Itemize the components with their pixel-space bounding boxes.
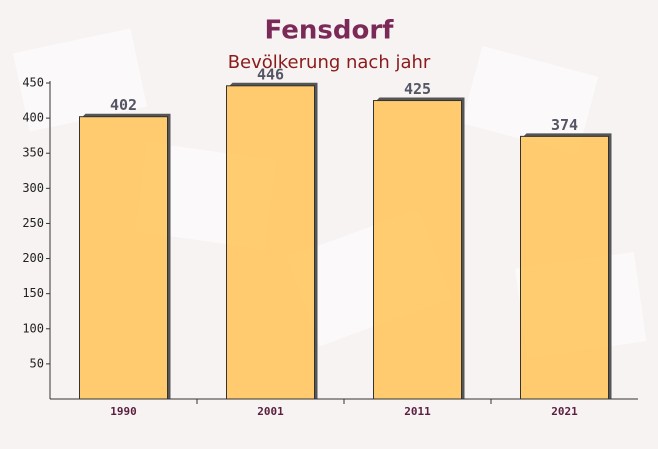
value-label: 425 — [404, 80, 431, 98]
y-tick-label: 450 — [22, 76, 44, 90]
value-label: 402 — [110, 96, 137, 114]
y-tick-label: 200 — [22, 251, 44, 265]
y-tick-label: 350 — [22, 146, 44, 160]
y-tick-label: 400 — [22, 111, 44, 125]
x-tick-label: 2011 — [404, 405, 431, 418]
y-tick-label: 250 — [22, 216, 44, 230]
x-tick-label: 2021 — [551, 405, 578, 418]
y-tick-label: 300 — [22, 181, 44, 195]
x-tick-label: 2001 — [257, 405, 284, 418]
y-tick-label: 150 — [22, 286, 44, 300]
chart-subtitle: Bevölkerung nach jahr — [228, 52, 431, 73]
bar — [79, 116, 168, 400]
value-label: 446 — [257, 65, 284, 83]
bar — [226, 85, 315, 400]
value-label: 374 — [551, 116, 578, 134]
y-tick-label: 50 — [30, 356, 44, 370]
chart-title: Fensdorf — [265, 16, 395, 46]
bar — [373, 100, 462, 400]
y-tick-label: 100 — [22, 321, 44, 335]
bar — [520, 135, 609, 400]
x-tick-label: 1990 — [110, 405, 137, 418]
